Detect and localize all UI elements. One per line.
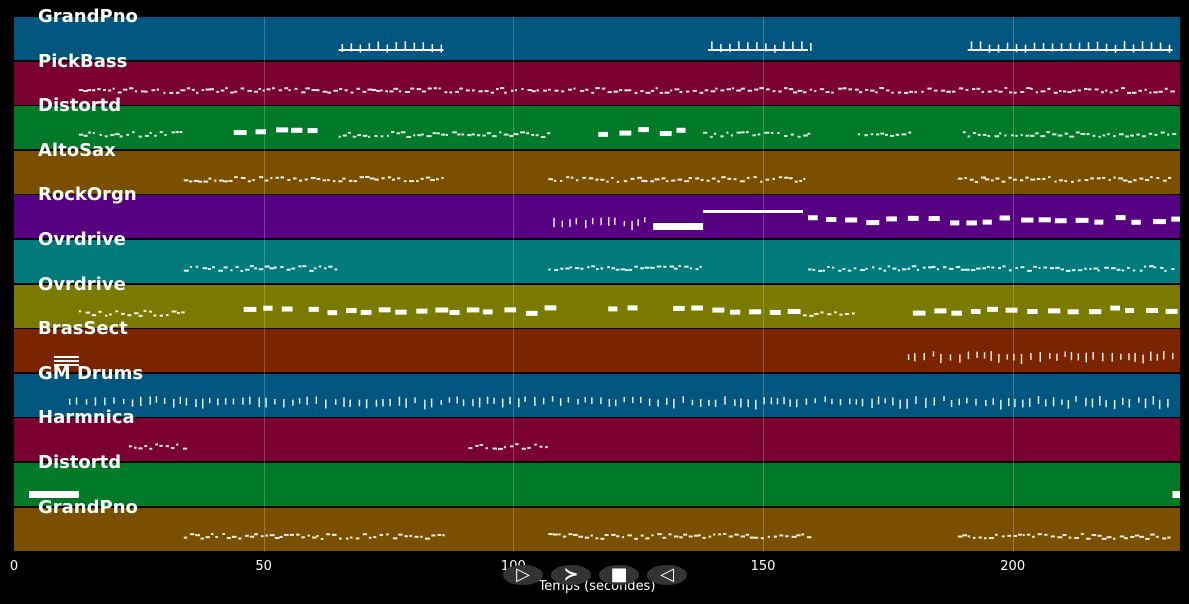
note-lane [183,265,1175,272]
note-lane [128,443,548,451]
gridline [1012,17,1014,552]
track-name: RockOrgn [38,184,137,206]
gridline [263,17,265,552]
fast-forward-button[interactable]: ≻ [551,565,591,585]
track-row[interactable]: Ovrdrive [14,231,1180,283]
track-name: Ovrdrive [38,273,126,295]
stop-button[interactable]: ■ [599,565,639,585]
note-lane [183,532,1171,540]
note-lane [78,127,1177,139]
x-tick-label: 200 [1000,559,1026,574]
rewind-button[interactable]: ◁ [647,565,687,585]
note-lane [78,304,1178,317]
track-row[interactable]: GrandPno [14,498,1180,551]
track-name: Ovrdrive [38,229,126,250]
note-lane [53,351,1174,367]
track-name: GM Drums [38,362,144,384]
track-row[interactable]: RockOrgn [14,186,1180,239]
x-tick-label: 0 [9,559,19,574]
stop-icon: ■ [610,564,628,585]
piano-roll-tracks: GrandPno PickBass Distortd AltoSax RockOrgn O… [14,8,1180,552]
note-lane [68,395,1169,410]
track-row[interactable]: PickBass [14,52,1180,105]
x-tick-label: 50 [255,559,272,574]
note-lane [553,210,1180,231]
track-name: Distortd [38,452,122,473]
note-lane [183,175,1172,183]
note-lane [338,41,1173,53]
fast-forward-icon: ≻ [563,564,579,585]
note-lane [78,86,1175,94]
track-name: Distortd [38,95,122,117]
play-icon: ▷ [516,564,530,585]
track-name: Harmnica [38,407,135,429]
play-button[interactable]: ▷ [503,565,543,585]
track-name: GrandPno [38,6,138,27]
gridline [763,17,765,552]
track-name: BrasSect [38,318,128,340]
track-row[interactable]: GrandPno [14,8,1180,60]
x-tick-label: 150 [750,559,776,574]
track-name: PickBass [38,50,128,72]
track-name: GrandPno [38,496,138,518]
gridline [513,17,515,552]
track-row[interactable]: AltoSax [14,141,1180,194]
track-row[interactable]: BrasSect [14,320,1180,373]
rewind-icon: ◁ [660,564,674,585]
note-lane [28,491,1180,498]
track-row[interactable]: Distortd [14,454,1180,506]
track-row[interactable]: GM Drums [14,364,1180,417]
track-row[interactable]: Harmnica [14,409,1180,462]
track-row[interactable]: Distortd [14,97,1180,150]
track-name: AltoSax [38,139,116,161]
track-row[interactable]: Ovrdrive [14,275,1180,328]
